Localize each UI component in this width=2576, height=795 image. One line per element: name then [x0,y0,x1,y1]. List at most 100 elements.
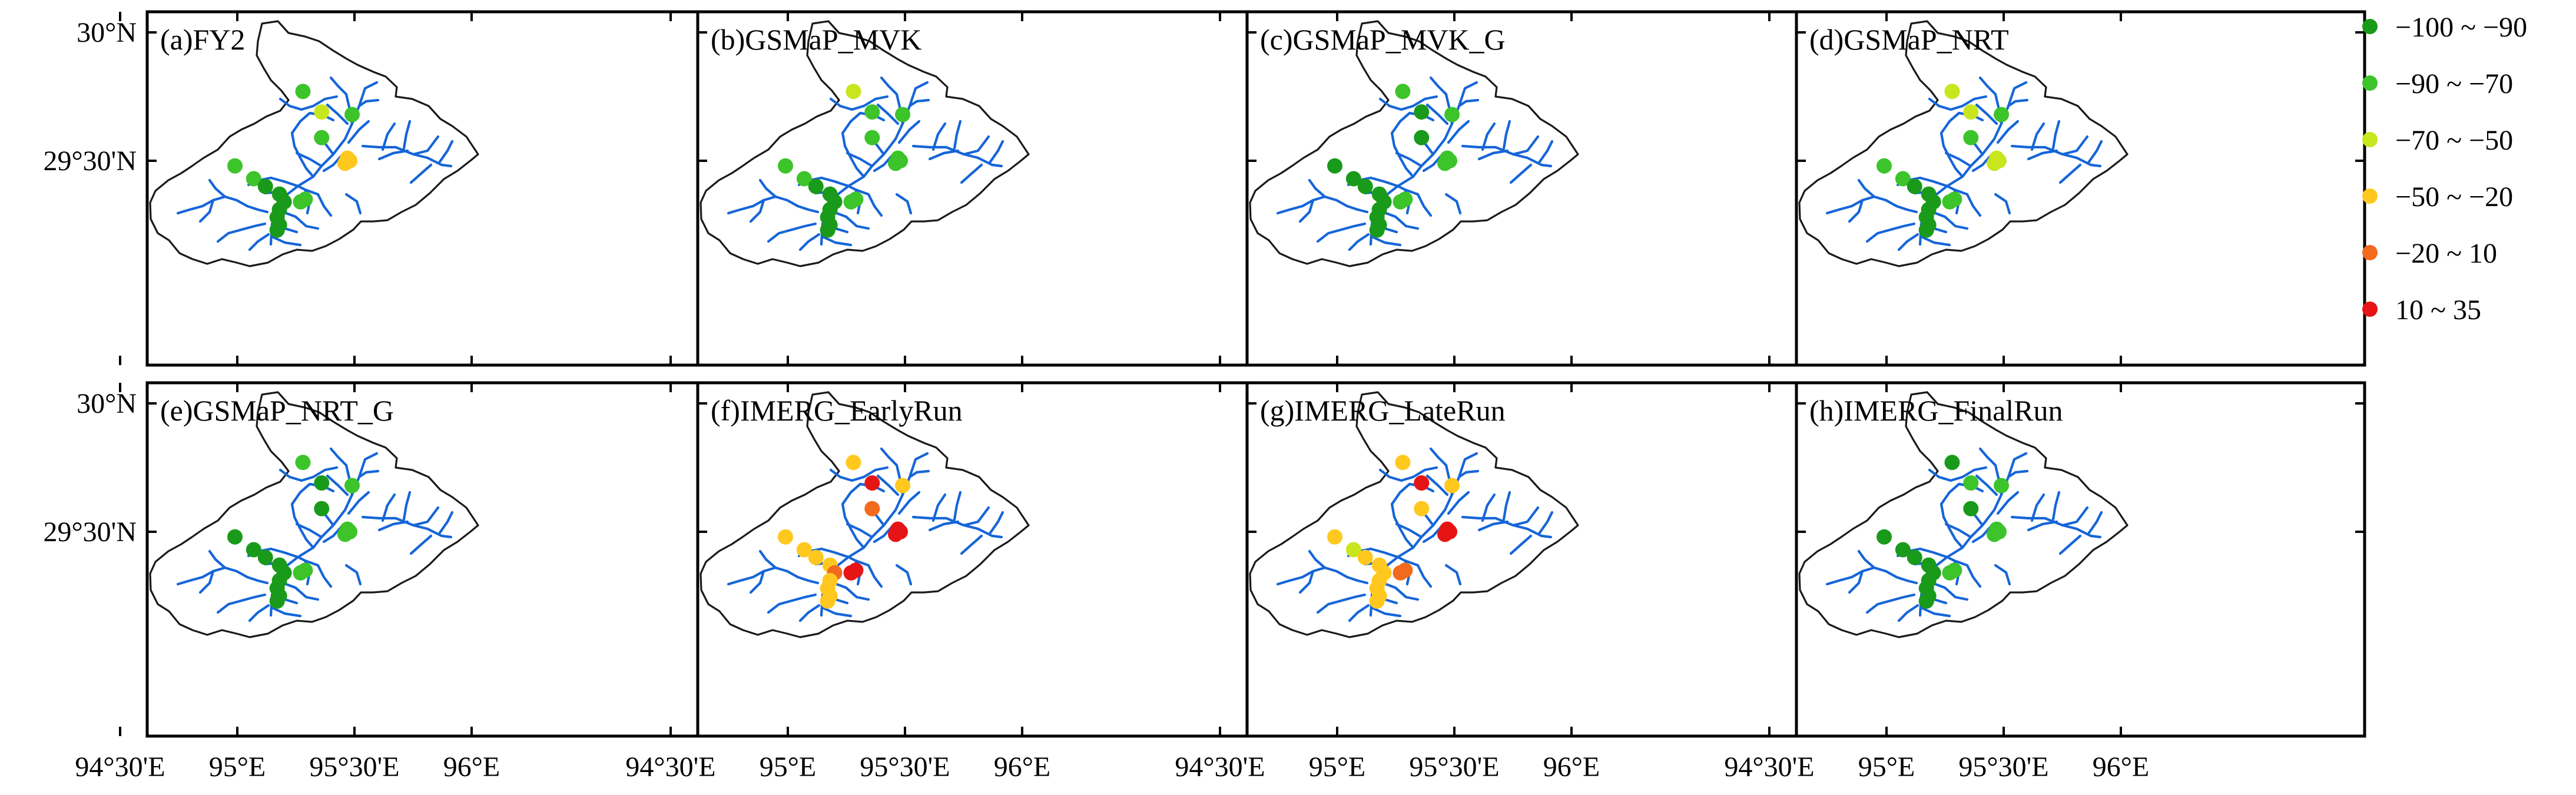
station-marker [843,194,859,210]
station-marker [864,130,880,145]
legend: −100 ~ −90 −90 ~ −70 −70 ~ −50 −50 ~ −20 −20… [2362,12,2527,326]
x-tick-label: 96°E [443,751,500,783]
station-marker [1369,222,1385,238]
map-panel: (c)GSMaP_MVK_G [1219,10,1817,367]
station-marker [1345,171,1361,187]
station-marker [246,171,261,187]
station-marker [1877,158,1892,174]
station-marker [1327,158,1343,174]
panel-title: (c)GSMaP_MVK_G [1260,23,1506,56]
station-marker [820,593,836,609]
map-panel: (a)FY2 30°N 29°30'N [43,10,717,367]
station-marker [1395,455,1411,471]
legend-marker [2362,75,2378,91]
station-marker [796,542,812,558]
station-marker [246,542,261,558]
map-panel: (d)GSMaP_NRT [1768,10,2366,367]
x-tick-label: 95°30'E [309,751,399,783]
station-marker [1444,478,1460,493]
station-marker [808,178,824,194]
station-marker [1994,478,2010,493]
legend-marker [2362,188,2378,204]
station-marker [1393,565,1408,581]
legend-label: −100 ~ −90 [2395,12,2527,43]
panel-title: (g)IMERG_LateRun [1260,394,1506,427]
x-tick-label: 96°E [994,751,1051,783]
station-marker [778,158,794,174]
x-tick-label: 95°30'E [1409,751,1499,783]
station-marker [864,104,880,120]
station-marker [846,455,861,471]
station-marker [1414,130,1430,145]
station-marker [1895,542,1911,558]
panel-title: (a)FY2 [160,23,245,56]
legend-marker [2362,302,2378,317]
panel-frame [1245,10,1817,367]
station-marker [314,130,330,145]
station-marker [293,565,309,581]
station-marker [1942,565,1958,581]
station-marker [257,549,273,565]
station-marker [227,529,243,545]
station-marker [257,178,273,194]
station-marker [1345,542,1361,558]
station-marker [1395,84,1411,100]
x-tick-label: 96°E [1543,751,1600,783]
station-marker [1393,194,1408,210]
panel-title: (e)GSMaP_NRT_G [160,394,394,427]
y-tick-label: 29°30'N [43,145,137,177]
station-marker [295,455,311,471]
station-marker [1414,104,1430,120]
station-marker [269,222,285,238]
panel-frame [145,10,717,367]
station-marker [796,171,812,187]
station-marker [1357,178,1373,194]
station-marker [895,478,911,493]
station-marker [314,104,330,120]
station-marker [1963,104,1979,120]
station-marker [864,501,880,516]
station-marker [1944,455,1960,471]
legend-label: −90 ~ −70 [2395,68,2513,100]
map-panel: (g)IMERG_LateRun 94°30'E 95°E 95°30'E 96°E [1175,381,1817,783]
x-tick-label: 95°E [1309,751,1366,783]
panel-frame [1245,381,1817,738]
station-marker [846,84,861,100]
map-panel: (e)GSMaP_NRT_G 30°N 29°30'N 94°30'E 95°E 95°3… [43,381,717,783]
station-marker [1963,475,1979,491]
station-marker [1994,107,2010,122]
station-marker [342,524,358,539]
station-marker [293,194,309,210]
x-tick-label: 94°30'E [1175,751,1265,783]
y-tick-label: 30°N [77,388,137,419]
x-tick-label: 96°E [2093,751,2150,783]
panel-frame [1795,381,2366,738]
station-marker [1442,153,1458,168]
station-marker [843,565,859,581]
x-tick-label: 95°30'E [1958,751,2048,783]
station-marker [1414,501,1430,516]
legend-label: −50 ~ −20 [2395,181,2513,213]
station-marker [778,529,794,545]
map-panel: (f)IMERG_EarlyRun 94°30'E 95°E 95°30'E 96°E [625,381,1268,783]
station-marker [1444,107,1460,122]
station-marker [1357,549,1373,565]
panel-title: (b)GSMaP_MVK [711,23,921,56]
legend-label: −20 ~ 10 [2395,238,2497,269]
station-marker [1942,194,1958,210]
panel-title: (f)IMERG_EarlyRun [711,394,963,427]
panel-frame [145,381,717,738]
panel-title: (d)GSMaP_NRT [1809,23,2009,56]
station-marker [1991,153,2007,168]
station-marker [1895,171,1911,187]
station-marker [1877,529,1892,545]
station-marker [269,593,285,609]
legend-label: 10 ~ 35 [2395,294,2481,326]
x-tick-label: 95°E [209,751,266,783]
station-marker [295,84,311,100]
station-marker [344,478,360,493]
station-marker [1963,501,1979,516]
panel-frame [696,381,1268,738]
station-marker [864,475,880,491]
